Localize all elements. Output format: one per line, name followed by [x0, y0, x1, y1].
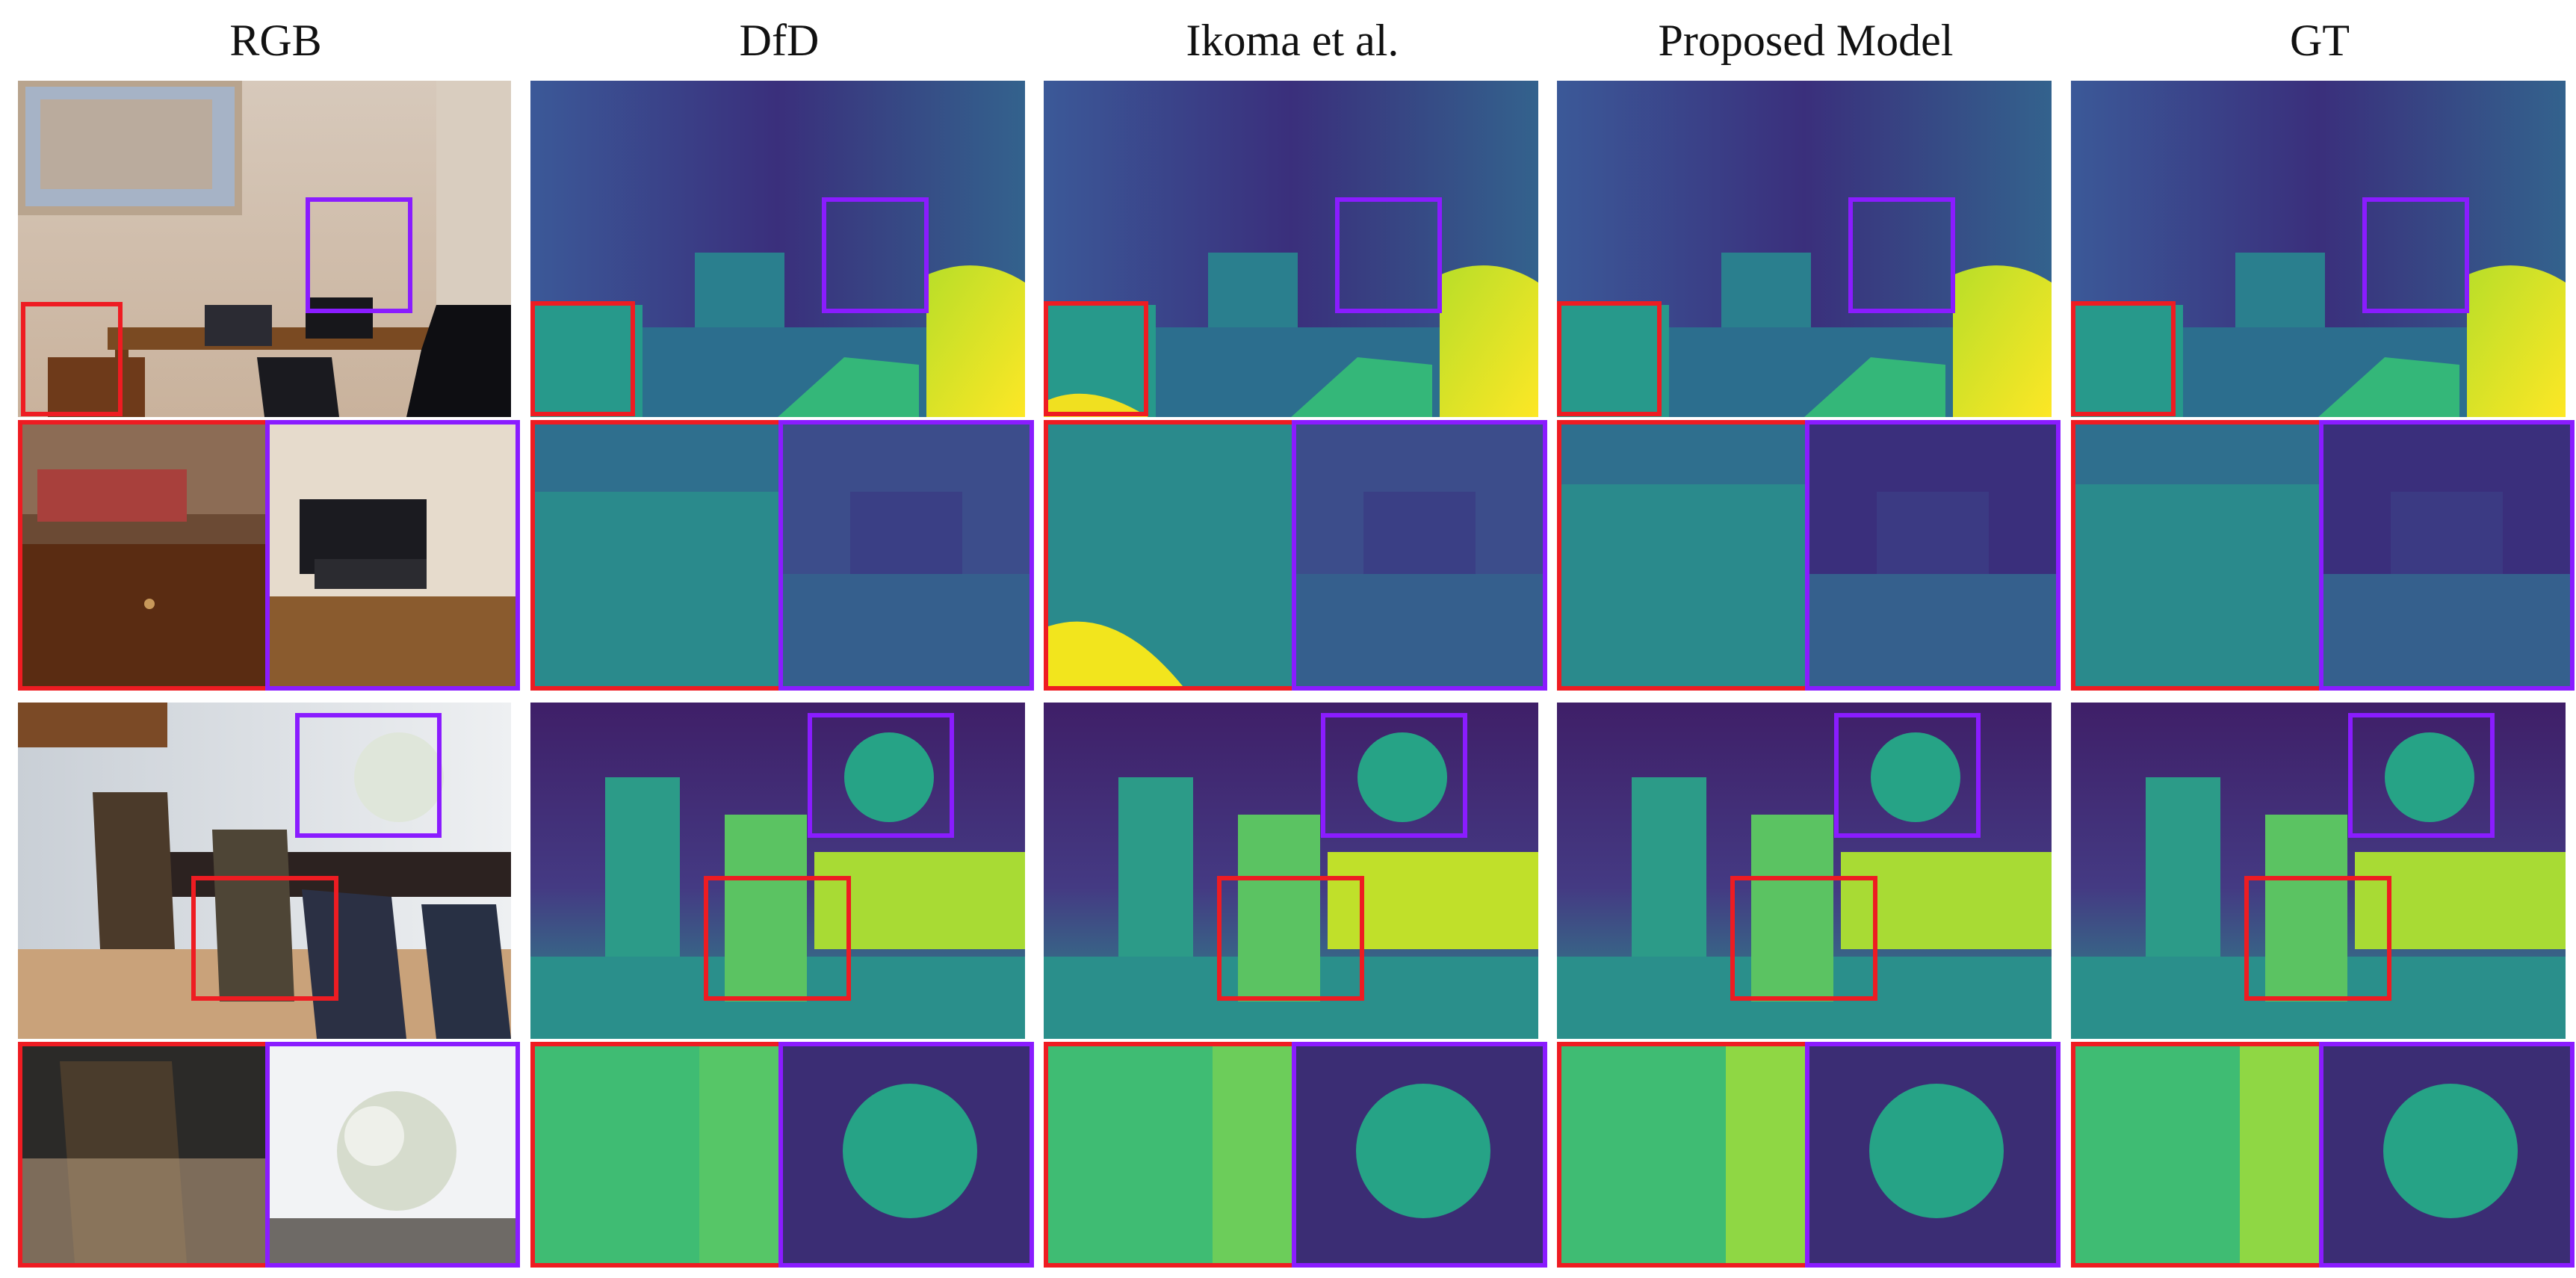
- zoom-box-red: [191, 876, 338, 1001]
- header-gt: GT: [2290, 16, 2350, 65]
- zoom-box-purple: [295, 713, 442, 838]
- gt-crop-red-office: [2071, 420, 2325, 691]
- zoom-box-red: [1217, 876, 1364, 1001]
- zoom-box-purple: [2348, 713, 2495, 838]
- zoom-box-purple: [2362, 197, 2469, 313]
- gt-crop-red-dining: [2071, 1042, 2325, 1268]
- zoom-box-purple: [1848, 197, 1955, 313]
- rgb-crop-red: [18, 420, 270, 691]
- zoom-box-red: [21, 302, 123, 416]
- rgb-office-image: [18, 81, 511, 417]
- header-ikoma: Ikoma et al.: [1186, 16, 1399, 65]
- ikoma-crop-red-office: [1044, 420, 1298, 691]
- rgb-crop-red-dining: [18, 1042, 270, 1268]
- zoom-box-purple: [1321, 713, 1467, 838]
- rgb-dining-image: [18, 703, 511, 1039]
- proposed-crop-purple-office: [1805, 420, 2061, 691]
- zoom-box-red: [1557, 301, 1662, 416]
- proposed-crop-red-office: [1557, 420, 1811, 691]
- dfd-depth-map-dining: [530, 703, 1025, 1039]
- zoom-box-purple: [1335, 197, 1442, 313]
- header-dfd: DfD: [739, 16, 820, 65]
- dfd-crop-purple-office: [778, 420, 1034, 691]
- header-proposed: Proposed Model: [1658, 16, 1954, 65]
- gt-crop-purple-dining: [2319, 1042, 2575, 1268]
- gt-depth-map-office: [2071, 81, 2566, 417]
- zoom-box-purple: [808, 713, 954, 838]
- proposed-depth-map-dining: [1557, 703, 2052, 1039]
- zoom-box-purple: [306, 197, 412, 313]
- dfd-crop-purple-dining: [778, 1042, 1034, 1268]
- zoom-box-purple: [1834, 713, 1981, 838]
- zoom-box-red: [2244, 876, 2391, 1001]
- dfd-crop-red-dining: [530, 1042, 784, 1268]
- header-rgb: RGB: [229, 16, 322, 65]
- rgb-crop-purple: [265, 420, 520, 691]
- ikoma-crop-purple-dining: [1292, 1042, 1547, 1268]
- proposed-depth-map-office: [1557, 81, 2052, 417]
- zoom-box-red: [2071, 301, 2176, 416]
- rgb-crop-purple-dining: [265, 1042, 520, 1268]
- dfd-depth-map-office: [530, 81, 1025, 417]
- ikoma-depth-map-office: [1044, 81, 1538, 417]
- gt-depth-map-dining: [2071, 703, 2566, 1039]
- ikoma-crop-purple-office: [1292, 420, 1547, 691]
- zoom-box-red: [704, 876, 851, 1001]
- proposed-crop-red-dining: [1557, 1042, 1811, 1268]
- dfd-crop-red-office: [530, 420, 784, 691]
- ikoma-depth-map-dining: [1044, 703, 1538, 1039]
- zoom-box-purple: [822, 197, 929, 313]
- gt-crop-purple-office: [2319, 420, 2575, 691]
- zoom-box-red: [1044, 301, 1148, 416]
- zoom-box-red: [530, 301, 635, 416]
- ikoma-crop-red-dining: [1044, 1042, 1298, 1268]
- zoom-box-red: [1730, 876, 1877, 1001]
- proposed-crop-purple-dining: [1805, 1042, 2061, 1268]
